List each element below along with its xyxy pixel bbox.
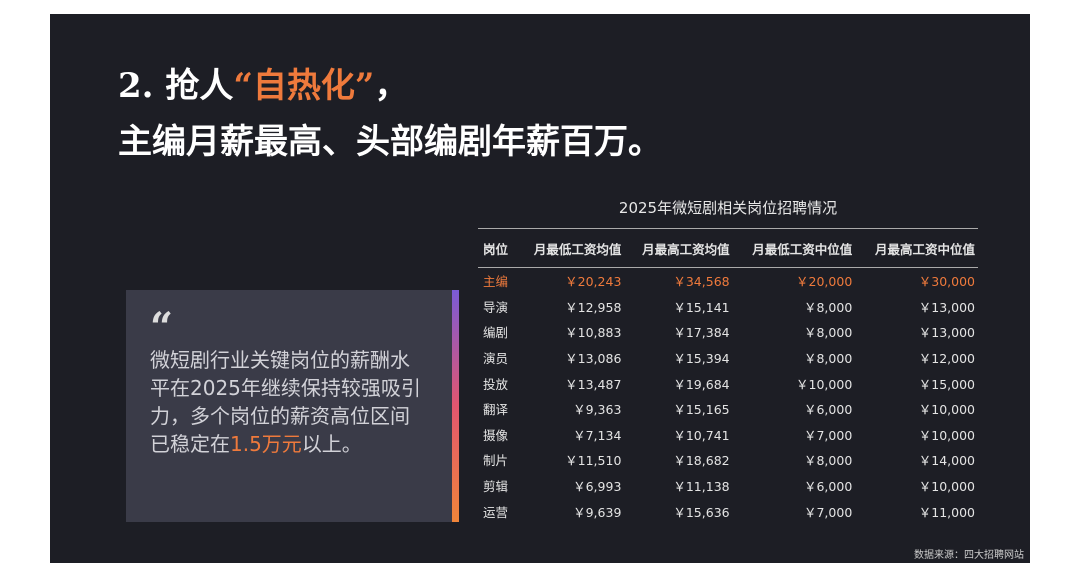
table-cell: ￥8,000: [803, 453, 853, 469]
table-row: 编剧 ￥10,883 ￥17,384 ￥8,000 ￥13,000: [478, 319, 978, 345]
table-cell: ￥13,000: [918, 325, 975, 341]
header-cell: 月最低工资中位值: [752, 241, 853, 257]
table-row: 运营 ￥9,639 ￥15,636 ￥7,000 ￥11,000: [478, 498, 978, 524]
table-cell: ￥7,000: [803, 427, 853, 443]
table-cell: ￥15,394: [673, 351, 730, 367]
table-cell: ￥30,000: [918, 274, 975, 290]
table-cell: 主编: [483, 274, 509, 290]
table-cell: ￥10,741: [673, 427, 730, 443]
table-cell: ￥13,086: [565, 351, 622, 367]
table-cell: ￥8,000: [803, 351, 853, 367]
table-cell: ￥10,000: [796, 376, 853, 392]
table-cell: ￥10,000: [918, 427, 975, 443]
table-cell: ￥7,000: [803, 504, 853, 520]
table-cell: ￥11,138: [673, 479, 730, 495]
table-cell: ￥9,363: [573, 402, 622, 418]
table-cell: ￥8,000: [803, 299, 853, 315]
table-cell: ￥13,487: [565, 376, 622, 392]
quote-body: 以上。: [301, 432, 362, 456]
table-title: 2025年微短剧相关岗位招聘情况: [618, 199, 838, 217]
table-cell: ￥15,636: [673, 504, 730, 520]
header-row: 岗位 月最低工资均值 月最高工资均值 月最低工资中位值 月最高工资中位值: [478, 228, 978, 268]
table-cell: ￥15,141: [673, 299, 730, 315]
table-cell: ￥9,639: [573, 504, 622, 520]
table-cell: ￥10,883: [565, 325, 622, 341]
header-cell: 月最低工资均值: [533, 241, 622, 257]
table-cell: ￥18,682: [673, 453, 730, 469]
quote-text: 微短剧行业关键岗位的薪酬水平在2025年继续保持较强吸引力，多个岗位的薪资高位区…: [150, 346, 422, 458]
table-cell: ￥15,165: [673, 402, 730, 418]
salary-table: 岗位 月最低工资均值 月最高工资均值 月最低工资中位值 月最高工资中位值主编 ￥20,24…: [478, 228, 978, 524]
table-cell: ￥10,000: [918, 402, 975, 418]
table-cell: 运营: [483, 504, 509, 520]
title-line2: 主编月薪最高、头部编剧年薪百万。: [118, 122, 662, 162]
table-cell: ￥19,684: [673, 376, 730, 392]
table-row: 摄像 ￥7,134 ￥10,741 ￥7,000 ￥10,000: [478, 422, 978, 448]
table-cell: 演员: [483, 351, 509, 367]
table-body: 主编 ￥20,243 ￥34,568 ￥20,000 ￥30,000 导演 ￥12,958 ￥…: [478, 268, 978, 524]
header-cell: 月最高工资中位值: [874, 241, 975, 257]
table-cell: 投放: [483, 376, 509, 392]
table-cell: ￥10,000: [918, 479, 975, 495]
table-cell: ￥20,000: [796, 274, 853, 290]
table-cell: ￥20,243: [565, 274, 622, 290]
title-highlight: “自热化”: [233, 66, 375, 106]
table-row: 翻译 ￥9,363 ￥15,165 ￥6,000 ￥10,000: [478, 396, 978, 422]
table-row: 投放 ￥13,487 ￥19,684 ￥10,000 ￥15,000: [478, 370, 978, 396]
quote-highlight: 1.5万元: [230, 432, 302, 456]
table-cell: ￥13,000: [918, 299, 975, 315]
table-cell: ￥6,993: [573, 479, 622, 495]
header-cell: 岗位: [483, 241, 509, 257]
source-note: 数据来源：四大招聘网站: [914, 550, 1024, 561]
table-cell: ￥6,000: [803, 479, 853, 495]
title-text: ，: [374, 66, 409, 106]
table-cell: 剪辑: [483, 479, 509, 495]
table-cell: ￥8,000: [803, 325, 853, 341]
table-cell: ￥17,384: [673, 325, 730, 341]
table-cell: ￥7,134: [573, 427, 622, 443]
slide: 2. 抢人“自热化”， 主编月薪最高、头部编剧年薪百万。 “ 微短剧行业关键岗位…: [50, 14, 1030, 563]
table-cell: 摄像: [483, 427, 509, 443]
table-row: 主编 ￥20,243 ￥34,568 ￥20,000 ￥30,000: [478, 268, 978, 294]
table-cell: 编剧: [483, 325, 509, 341]
table-cell: 翻译: [483, 402, 509, 418]
table-cell: ￥11,510: [565, 453, 622, 469]
table-cell: 导演: [483, 299, 509, 315]
title-text: 2. 抢人: [118, 66, 234, 106]
quote-mark: “: [150, 304, 174, 351]
table-row: 制片 ￥11,510 ￥18,682 ￥8,000 ￥14,000: [478, 447, 978, 473]
title-line1: 2. 抢人“自热化”，: [118, 58, 408, 107]
accent-bar: [452, 290, 459, 522]
table-cell: ￥12,958: [565, 299, 622, 315]
table-cell: ￥12,000: [918, 351, 975, 367]
quote-body: 微短剧行业关键岗位的薪酬水平在2025年继续保持较强吸引力，多个岗位的薪资高位区…: [150, 348, 421, 456]
table-cell: ￥6,000: [803, 402, 853, 418]
table-cell: ￥14,000: [918, 453, 975, 469]
table-cell: ￥11,000: [918, 504, 975, 520]
table-row: 导演 ￥12,958 ￥15,141 ￥8,000 ￥13,000: [478, 294, 978, 320]
table-cell: ￥34,568: [673, 274, 730, 290]
quote-box: “ 微短剧行业关键岗位的薪酬水平在2025年继续保持较强吸引力，多个岗位的薪资高…: [126, 290, 458, 522]
table-cell: 制片: [483, 453, 509, 469]
table-row: 演员 ￥13,086 ￥15,394 ￥8,000 ￥12,000: [478, 345, 978, 371]
header-cell: 月最高工资均值: [642, 241, 730, 257]
table-row: 剪辑 ￥6,993 ￥11,138 ￥6,000 ￥10,000: [478, 473, 978, 499]
table-cell: ￥15,000: [918, 376, 975, 392]
